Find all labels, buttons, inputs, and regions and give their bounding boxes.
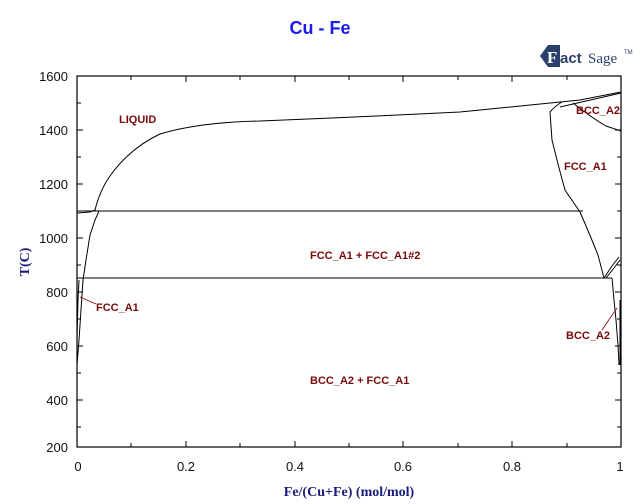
factsage-logo: F act Sage TM [540,45,633,67]
svg-text:0: 0 [74,459,81,474]
alpha-bcc-boundary [611,277,620,366]
svg-text:1: 1 [616,459,623,474]
x-axis-title: Fe/(Cu+Fe) (mol/mol) [284,485,415,500]
svg-text:600: 600 [46,339,68,354]
alpha-gamma-loop-2 [605,259,621,279]
svg-text:0.6: 0.6 [394,459,412,474]
svg-text:1000: 1000 [39,231,68,246]
svg-text:0.8: 0.8 [503,459,521,474]
delta-bcc-lower [572,102,622,132]
y-tick-labels: 1600 1400 1200 1000 800 600 400 200 [39,69,68,455]
leader-lines [79,296,618,331]
fcc-solvus-cu-side [76,210,100,366]
x-tick-labels: 0 0.2 0.4 0.6 0.8 1 [74,459,623,474]
svg-text:800: 800 [46,285,68,300]
phase-boundaries [76,91,622,366]
svg-text:0.4: 0.4 [286,459,304,474]
label-bcc-fcc: BCC_A2 + FCC_A1 [310,375,409,387]
svg-text:TM: TM [624,50,633,56]
svg-text:1400: 1400 [39,123,68,138]
label-fcc-fe: FCC_A1 [564,161,607,173]
liquidus-line [76,91,622,214]
svg-text:Sage: Sage [588,51,618,67]
cu-edge-line [76,279,80,339]
delta-bcc-upper [559,92,622,108]
svg-text:1200: 1200 [39,177,68,192]
label-bcc-delta: BCC_A2 [576,105,620,117]
region-labels: LIQUID FCC_A1 FCC_A1 + FCC_A1#2 BCC_A2 +… [96,105,620,387]
fcc-solvus-fe-side [549,101,605,279]
x-ticks [130,76,568,447]
label-bcc-alpha: BCC_A2 [566,330,610,342]
alpha-gamma-loop [603,256,620,279]
label-fcc-fcc2: FCC_A1 + FCC_A1#2 [310,250,420,262]
svg-text:200: 200 [46,440,68,455]
chart-title: Cu - Fe [289,18,351,38]
svg-text:1600: 1600 [39,69,68,84]
label-fcc-cu: FCC_A1 [96,302,139,314]
svg-text:400: 400 [46,393,68,408]
label-liquid: LIQUID [119,114,156,126]
y-axis-title: T(C) [18,247,33,276]
svg-text:0.2: 0.2 [177,459,195,474]
svg-text:act: act [560,50,582,67]
svg-text:F: F [547,48,557,67]
